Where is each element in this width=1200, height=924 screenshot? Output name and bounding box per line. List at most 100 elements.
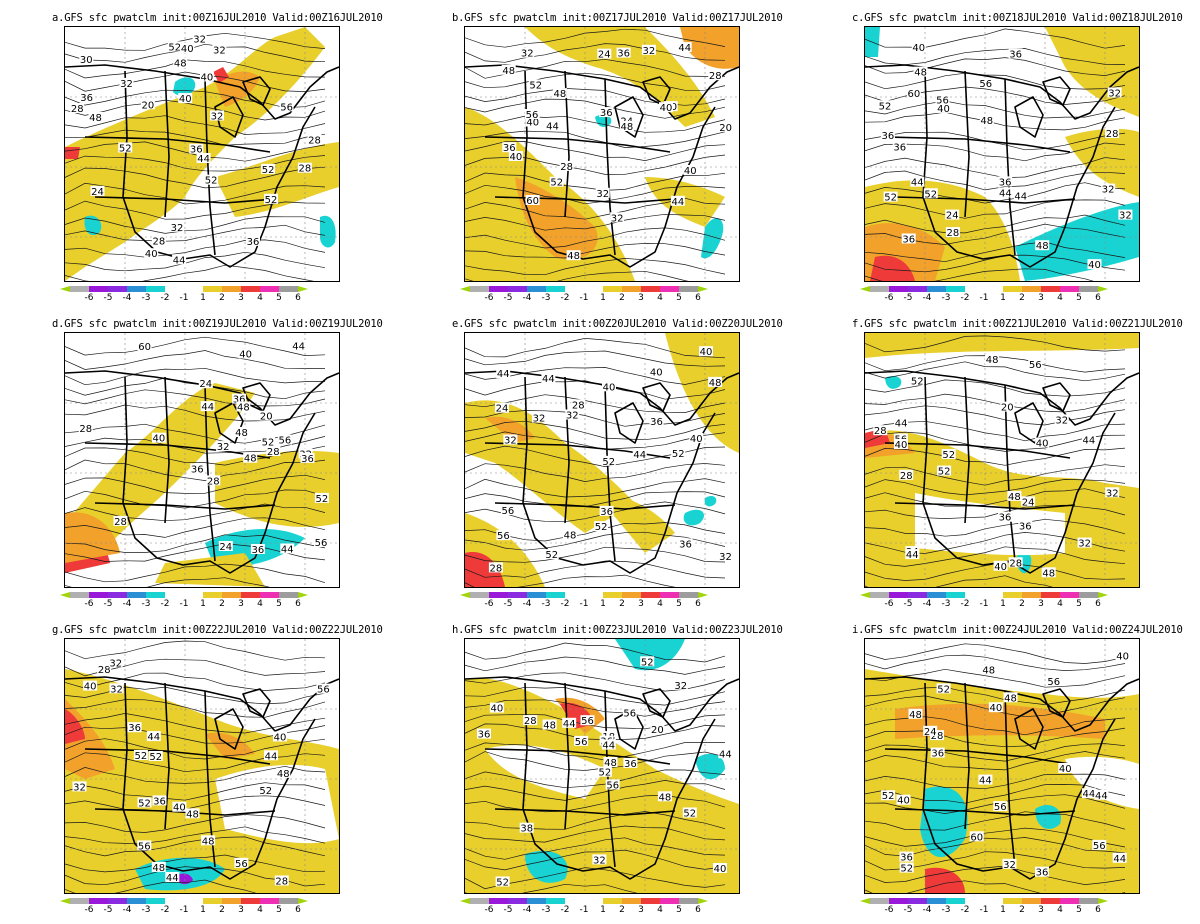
colorbar-swatch <box>1022 898 1041 904</box>
colorbar-tick-label: 1 <box>200 293 206 303</box>
svg-text:52: 52 <box>884 193 897 204</box>
anomaly-shading <box>525 850 568 883</box>
colorbar-swatch <box>260 898 279 904</box>
colorbar-swatch <box>146 898 165 904</box>
colorbar-tick-label: 1 <box>600 905 606 915</box>
pwat-contour <box>465 72 726 91</box>
anomaly-shading <box>1065 756 1139 809</box>
svg-text:44: 44 <box>197 154 210 165</box>
contour-label: 28 <box>945 227 960 239</box>
contour-label: 36 <box>246 235 260 248</box>
svg-text:48: 48 <box>1036 241 1049 252</box>
state-border <box>964 682 970 830</box>
pwat-contour <box>865 431 1126 452</box>
contour-label: 48 <box>243 452 258 465</box>
state-border <box>1014 402 1044 444</box>
pwat-contour <box>865 142 1126 162</box>
contour-label: 20 <box>650 724 665 736</box>
pwat-contour <box>65 672 326 691</box>
colorbar-swatch <box>260 286 279 292</box>
contour-label: 48 <box>563 529 577 542</box>
contour-label: 40 <box>936 102 951 115</box>
svg-text:56: 56 <box>317 685 330 696</box>
contour-label: 52 <box>878 100 892 112</box>
colorbar-swatch <box>603 898 622 904</box>
contour-label: 28 <box>266 446 281 458</box>
svg-text:48: 48 <box>237 403 250 414</box>
pwat-contour <box>65 699 326 718</box>
svg-text:44: 44 <box>999 188 1012 199</box>
panel-title: g.GFS sfc pwatclm init:00Z22JUL2010 Vali… <box>52 624 383 636</box>
contour-label: 48 <box>236 401 251 414</box>
contour-label: 60 <box>906 87 921 100</box>
colorbar-tick-label: 2 <box>1019 293 1025 303</box>
pwat-contour <box>65 216 326 234</box>
contour-label: 40 <box>489 702 504 715</box>
map-panel-a: a.GFS sfc pwatclm init:00Z16JUL2010 Vali… <box>52 10 392 310</box>
contour-label: 36 <box>616 47 631 60</box>
state-border <box>564 70 570 218</box>
anomaly-shading <box>865 333 1139 358</box>
colorbar-swatch <box>679 898 698 904</box>
pwat-contour <box>865 199 1126 219</box>
svg-text:32: 32 <box>193 35 206 46</box>
anomaly-shading <box>645 177 725 227</box>
colorbar-tick-label: -1 <box>179 293 189 303</box>
pwat-contour <box>465 227 726 249</box>
pwat-contour <box>865 361 1126 382</box>
colorbar-legend: -6 -5 -4 -3 -2 -1 1 2 3 4 5 6 <box>454 898 720 924</box>
svg-text:32: 32 <box>596 189 609 200</box>
colorbar-tick-label: 5 <box>1076 599 1082 609</box>
colorbar-left-arrow-icon <box>860 592 870 598</box>
contour-label: 44 <box>541 373 556 385</box>
colorbar-tick-label: 6 <box>1095 293 1101 303</box>
colorbar-swatch <box>908 286 927 292</box>
colorbar-swatch <box>927 286 946 292</box>
colorbar-left-arrow-icon <box>860 898 870 904</box>
colorbar-tick-label: -6 <box>84 293 94 303</box>
colorbar-swatch <box>660 286 679 292</box>
svg-text:52: 52 <box>683 809 696 820</box>
contour-label: 36 <box>79 92 94 104</box>
colorbar-tick-label: -6 <box>884 599 894 609</box>
contour-label: 40 <box>525 116 540 129</box>
colorbar-swatch <box>984 898 1003 904</box>
colorbar-swatch <box>279 898 298 904</box>
colorbar-tick-label: -4 <box>122 905 132 915</box>
pwat-contour <box>65 517 326 538</box>
state-border <box>122 376 316 574</box>
svg-text:44: 44 <box>906 550 919 561</box>
colorbar-swatch <box>1022 592 1041 598</box>
svg-text:48: 48 <box>909 710 922 721</box>
colorbar-swatch <box>89 898 108 904</box>
contour-label: 28 <box>488 562 503 574</box>
colorbar-tick-label: -5 <box>903 293 913 303</box>
colorbar-swatch <box>870 898 889 904</box>
contour-label: 20 <box>718 121 733 134</box>
svg-text:38: 38 <box>520 824 533 835</box>
contour-label: 28 <box>559 160 574 173</box>
state-border <box>1014 708 1044 750</box>
svg-text:36: 36 <box>624 759 637 770</box>
colorbar-swatch <box>965 898 984 904</box>
colorbar-swatch <box>146 286 165 292</box>
contour-label: 56 <box>935 94 950 106</box>
colorbar-tick-label: -4 <box>922 599 932 609</box>
colorbar-tick-label: 1 <box>1000 293 1006 303</box>
svg-text:44: 44 <box>563 719 576 730</box>
colorbar-swatch <box>70 592 89 598</box>
map-canvas: 2428202432443628364052484456524840605644… <box>65 333 339 587</box>
pwat-contour <box>65 251 326 272</box>
contour-label: 52 <box>528 79 543 91</box>
colorbar-left-arrow-icon <box>60 286 70 292</box>
contour-label: 40 <box>993 560 1008 573</box>
contour-label: 56 <box>496 530 511 542</box>
svg-text:56: 56 <box>606 780 619 791</box>
contour-label: 48 <box>913 66 928 79</box>
colorbar-tick-label: -3 <box>141 293 151 303</box>
colorbar-tick-label: -1 <box>979 599 989 609</box>
colorbar-swatch <box>470 592 489 598</box>
svg-text:52: 52 <box>135 751 148 762</box>
contour-label: 36 <box>127 722 142 734</box>
contour-label: 28 <box>708 70 723 82</box>
